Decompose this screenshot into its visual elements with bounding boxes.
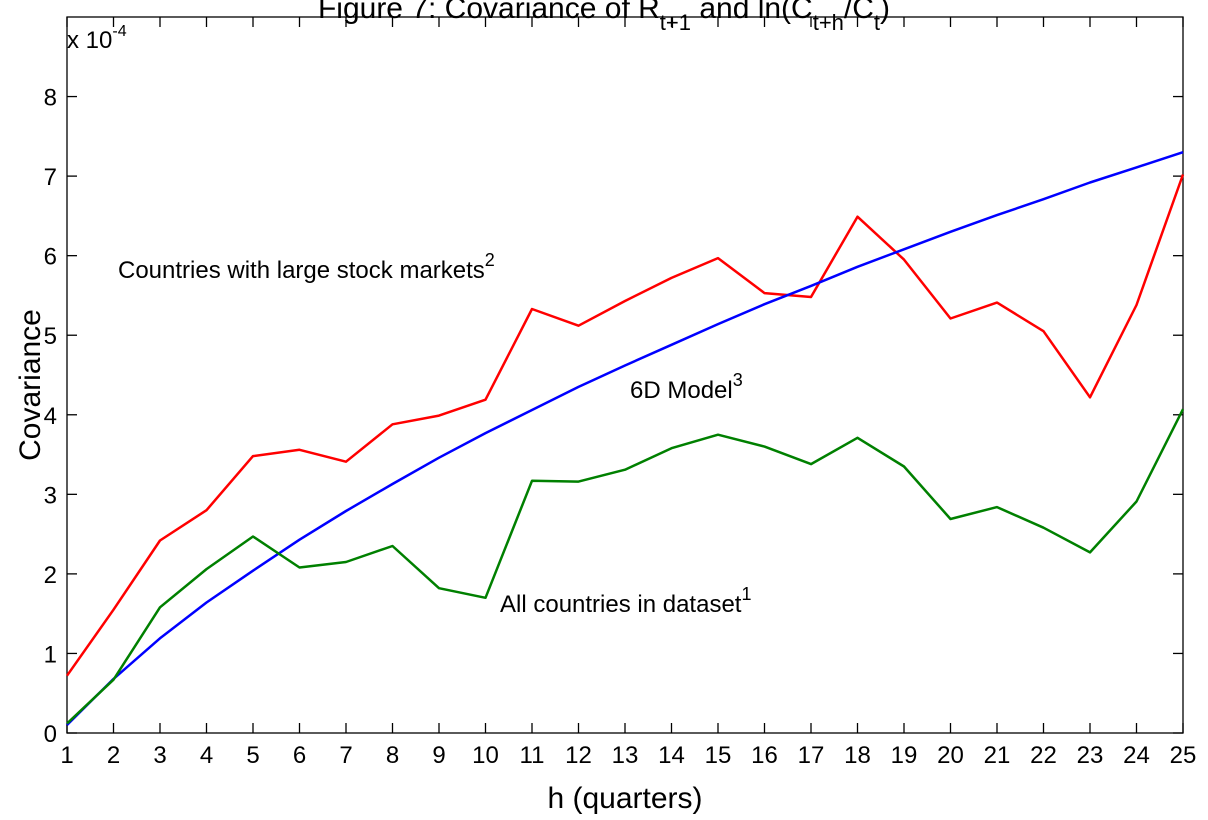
series-note: 2 <box>485 250 495 270</box>
x-tick-label: 2 <box>107 742 120 769</box>
x-tick-label: 23 <box>1077 742 1104 769</box>
x-tick-label: 4 <box>200 742 213 769</box>
x-tick-label: 8 <box>386 742 399 769</box>
x-tick-label: 13 <box>612 742 639 769</box>
y-multiplier: x 10-4 <box>67 23 127 54</box>
multiplier-exponent: -4 <box>112 23 126 40</box>
x-tick-label: 9 <box>432 742 445 769</box>
x-tick-label: 19 <box>891 742 918 769</box>
title-text: /C <box>844 0 874 25</box>
x-tick-label: 20 <box>937 742 964 769</box>
series-note: 1 <box>741 584 751 604</box>
y-tick-label: 8 <box>44 85 57 112</box>
title-subscript: t <box>874 10 880 35</box>
y-tick-label: 2 <box>44 562 57 589</box>
title-subscript: t+h <box>813 10 844 35</box>
title-text: ) <box>880 0 890 25</box>
x-axis-label: h (quarters) <box>547 782 702 815</box>
y-tick-label: 6 <box>44 244 57 271</box>
y-tick-label: 7 <box>44 164 57 191</box>
plot-frame <box>66 16 1184 734</box>
x-tick-label: 24 <box>1123 742 1150 769</box>
title-text: Figure 7: Covariance of R <box>318 0 660 25</box>
x-tick-label: 25 <box>1170 742 1197 769</box>
x-tick-label: 6 <box>293 742 306 769</box>
series-name: Countries with large stock markets <box>118 257 485 284</box>
series-label: All countries in dataset1 <box>500 584 751 618</box>
title-subscript: t+1 <box>660 10 691 35</box>
series-line <box>65 174 1185 677</box>
y-tick-label: 4 <box>44 403 57 430</box>
x-tick-label: 1 <box>60 742 73 769</box>
x-tick-label: 17 <box>798 742 825 769</box>
y-tick-label: 0 <box>44 721 57 748</box>
y-tick-label: 1 <box>44 641 57 668</box>
x-tick-label: 12 <box>565 742 592 769</box>
x-tick-label: 10 <box>472 742 499 769</box>
series-label: 6D Model3 <box>630 370 743 404</box>
x-tick-label: 21 <box>984 742 1011 769</box>
y-tick-label: 5 <box>44 323 57 350</box>
x-tick-label: 22 <box>1030 742 1057 769</box>
x-tick-label: 7 <box>339 742 352 769</box>
x-tick-label: 11 <box>520 742 545 769</box>
x-tick-label: 15 <box>705 742 732 769</box>
series-note: 3 <box>733 370 743 390</box>
x-tick-label: 5 <box>246 742 259 769</box>
series-line <box>66 151 1184 726</box>
series-label: Countries with large stock markets2 <box>118 250 495 284</box>
x-tick-label: 16 <box>751 742 778 769</box>
y-tick-label: 3 <box>44 482 57 509</box>
y-axis-label: Covariance <box>14 309 47 461</box>
title-text: and ln(C <box>691 0 813 25</box>
x-tick-label: 18 <box>844 742 871 769</box>
multiplier-base: x 10 <box>67 27 112 54</box>
chart-title: Figure 7: Covariance of Rt+1 and ln(Ct+h… <box>318 0 890 35</box>
series-line <box>66 408 1185 725</box>
x-tick-label: 14 <box>658 742 685 769</box>
x-tick-label: 3 <box>153 742 166 769</box>
series-name: 6D Model <box>630 377 733 404</box>
series-name: All countries in dataset <box>500 591 742 618</box>
